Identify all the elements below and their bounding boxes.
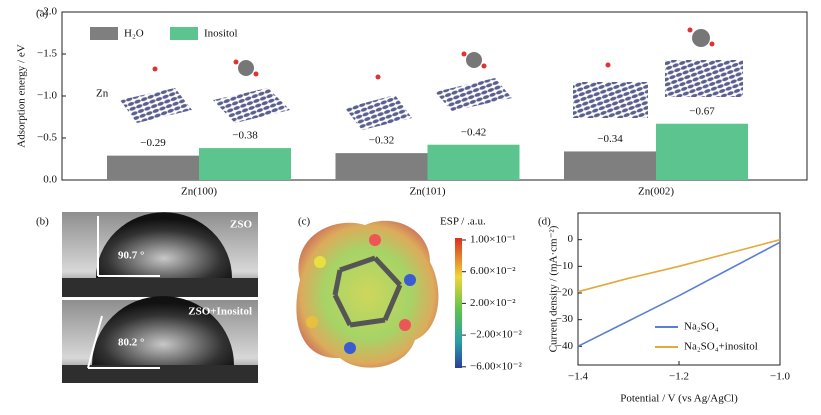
y-tick-label: −30 [556, 313, 574, 325]
value-label: −0.29 [140, 137, 166, 149]
panel-label: (b) [36, 216, 49, 228]
bar [335, 153, 428, 180]
bar [107, 155, 199, 180]
slab-illustrations [120, 27, 743, 130]
x-tick-label: Zn(100) [181, 186, 217, 198]
legend-swatch [170, 27, 198, 40]
x-tick-label: −1.2 [669, 371, 689, 383]
esp-molecule [296, 220, 462, 368]
y-tick-label: −20 [556, 287, 574, 299]
colorbar-label: −2.00×10⁻² [470, 329, 522, 341]
y-tick-label: −40 [556, 340, 574, 352]
y-tick-label: −10 [556, 260, 574, 272]
colorbar-label: −6.00×10⁻² [470, 360, 522, 372]
panel-label: (a) [36, 8, 49, 20]
annotation: Zn [96, 88, 109, 100]
line-series [577, 238, 781, 293]
bar [564, 151, 656, 180]
x-tick-label: −1.4 [568, 371, 588, 383]
colorbar-title: ESP / .a.u. [440, 216, 486, 228]
y-tick-label: −1.5 [37, 48, 57, 60]
legend-swatch [90, 27, 118, 40]
sample-name: ZSO [230, 219, 252, 231]
value-label: −0.32 [369, 135, 394, 147]
colorbar-label: 2.00×10⁻² [470, 297, 516, 309]
y-tick-label: −0.5 [37, 132, 57, 144]
y-tick-label: 0.0 [43, 174, 57, 186]
y-axis-label: Adsorption energy / eV [16, 44, 28, 147]
bar [199, 148, 291, 180]
legend-label: Na₂SO₄ [684, 321, 719, 333]
legend-label: Inositol [204, 28, 238, 40]
contact-angle-photos [62, 212, 258, 383]
y-tick-label: 0 [568, 233, 574, 245]
y-tick-label: −1.0 [37, 90, 57, 102]
x-axis-label: Potential / V (vs Ag/AgCl) [620, 393, 738, 405]
legend-label: H₂O [124, 28, 144, 40]
panel-label: (d) [538, 216, 551, 228]
contact-angle: 80.2 ° [118, 337, 144, 349]
y-axis-label: Current density / (mA·cm⁻²) [548, 225, 560, 352]
colorbar-label: 6.00×10⁻² [470, 265, 516, 277]
panel-label: (c) [298, 216, 311, 228]
x-tick-label: −1.0 [770, 371, 790, 383]
bar [427, 144, 520, 180]
value-label: −0.38 [232, 130, 258, 142]
x-tick-label: Zn(101) [409, 186, 445, 198]
value-label: −0.42 [461, 126, 486, 138]
sample-name: ZSO+Inositol [188, 306, 252, 318]
colorbar-label: 1.00×10⁻¹ [470, 234, 516, 246]
y-tick-label: −2.0 [37, 6, 57, 18]
line-series [577, 241, 781, 348]
bar [656, 123, 748, 180]
value-label: −0.34 [597, 133, 623, 145]
legend-label: Na₂SO₄+inositol [684, 341, 758, 353]
value-label: −0.67 [689, 105, 715, 117]
contact-angle: 90.7 ° [118, 250, 144, 262]
x-tick-label: Zn(002) [638, 186, 674, 198]
